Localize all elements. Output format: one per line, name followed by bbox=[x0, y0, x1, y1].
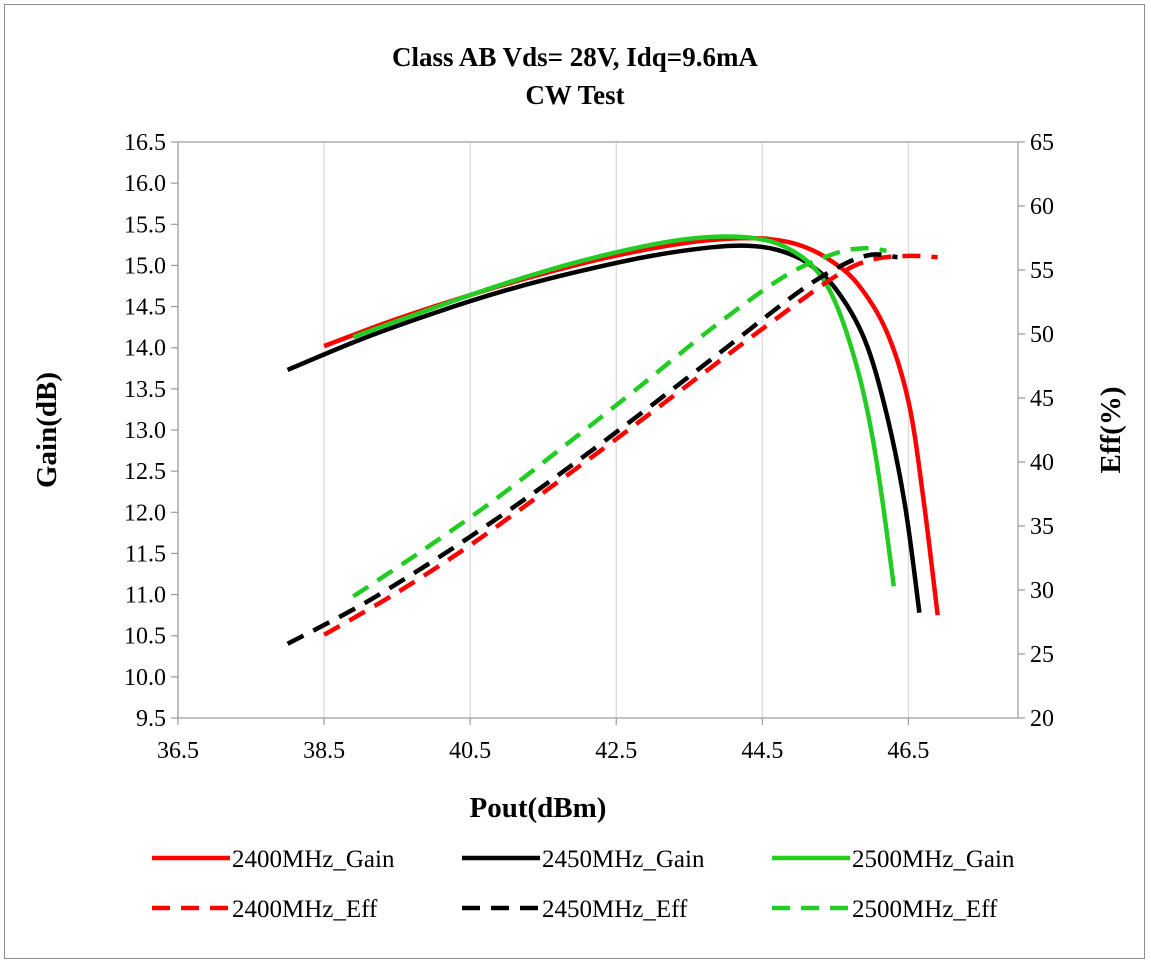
y2-tick-label: 55 bbox=[1030, 258, 1054, 284]
y2-tick-label: 60 bbox=[1030, 194, 1054, 220]
y-tick-label: 14.5 bbox=[124, 295, 166, 321]
series-line-2500mhz-eff bbox=[352, 245, 887, 599]
y2-tick-label: 45 bbox=[1030, 386, 1054, 412]
y-tick-label: 16.0 bbox=[124, 171, 166, 197]
y-tick-label: 10.5 bbox=[124, 624, 166, 650]
y-tick-label: 16.5 bbox=[124, 130, 166, 156]
legend-label: 2450MHz_Gain bbox=[542, 846, 705, 873]
y-tick-label: 10.0 bbox=[124, 665, 166, 691]
y2-tick-label: 20 bbox=[1030, 706, 1054, 732]
y-tick-label: 13.5 bbox=[124, 377, 166, 403]
y2-tick-label: 25 bbox=[1030, 642, 1054, 668]
y2-tick-label: 65 bbox=[1030, 130, 1054, 156]
chart-frame bbox=[4, 4, 1145, 959]
y-tick-label: 15.0 bbox=[124, 253, 166, 279]
x-tick-label: 44.5 bbox=[741, 738, 783, 764]
y2-tick-label: 40 bbox=[1030, 450, 1054, 476]
y2-tick-label: 35 bbox=[1030, 514, 1054, 540]
axis-ticks: 36.5 38.5 40.5 42.5 44.5 46.5 9.5 10.0 10.5 11.0 1… bbox=[124, 130, 1054, 764]
legend-label: 2500MHz_Eff bbox=[852, 896, 998, 923]
series-line-2450mhz-gain bbox=[286, 243, 922, 613]
series-lines bbox=[286, 234, 940, 646]
y2-tick-label: 30 bbox=[1030, 578, 1054, 604]
y-tick-label: 9.5 bbox=[136, 706, 166, 732]
y-tick-label: 11.5 bbox=[125, 541, 166, 567]
y2-axis-title: Eff(%) bbox=[1095, 387, 1127, 474]
legend-label: 2400MHz_Eff bbox=[232, 896, 378, 923]
legend: 2400MHz_Gain 2450MHz_Gain 2500MHz_Gain 2400… bbox=[152, 846, 1015, 923]
y-tick-label: 15.5 bbox=[124, 212, 166, 238]
legend-label: 2450MHz_Eff bbox=[542, 896, 688, 923]
grid-lines bbox=[177, 142, 910, 718]
x-tick-label: 42.5 bbox=[595, 738, 637, 764]
legend-label: 2500MHz_Gain bbox=[852, 846, 1015, 873]
y-tick-label: 11.0 bbox=[125, 583, 166, 609]
y2-tick-label: 50 bbox=[1030, 322, 1054, 348]
series-line-2450mhz-eff bbox=[286, 252, 898, 646]
legend-label: 2400MHz_Gain bbox=[232, 846, 395, 873]
chart-subtitle: CW Test bbox=[525, 80, 624, 110]
y-tick-label: 12.5 bbox=[124, 459, 166, 485]
y-tick-label: 12.0 bbox=[124, 500, 166, 526]
x-axis-title: Pout(dBm) bbox=[470, 792, 607, 824]
x-tick-label: 46.5 bbox=[887, 738, 929, 764]
series-line-2400mhz-gain bbox=[323, 235, 940, 616]
y-tick-label: 14.0 bbox=[124, 336, 166, 362]
x-tick-label: 38.5 bbox=[303, 738, 345, 764]
series-line-2500mhz-gain bbox=[352, 234, 897, 587]
x-tick-label: 40.5 bbox=[449, 738, 491, 764]
y-tick-label: 13.0 bbox=[124, 418, 166, 444]
y-axis-title: Gain(dB) bbox=[31, 372, 63, 488]
chart-title: Class AB Vds= 28V, Idq=9.6mA bbox=[392, 42, 758, 72]
x-tick-label: 36.5 bbox=[157, 738, 199, 764]
